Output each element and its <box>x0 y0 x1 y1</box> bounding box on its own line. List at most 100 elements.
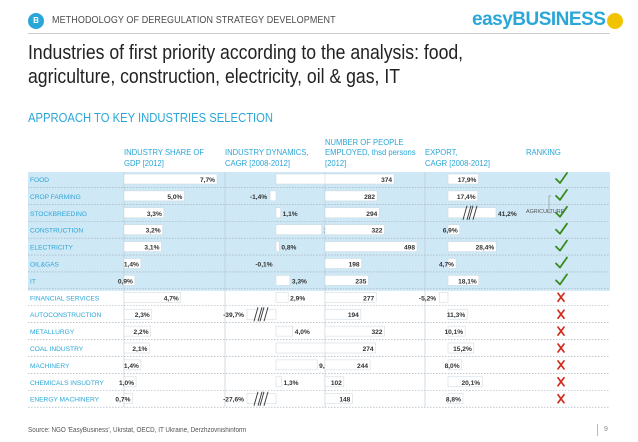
page-number: 9 <box>604 426 608 433</box>
column-header-line: INDUSTRY SHARE OF <box>124 147 205 157</box>
dynamics-bar <box>275 275 291 286</box>
employment-label: 198 <box>349 262 360 269</box>
export-label: 18,1% <box>458 278 477 285</box>
row-label: IT <box>30 278 36 285</box>
export-label: 17,4% <box>457 194 476 201</box>
employment-label: 322 <box>371 228 382 235</box>
dynamics-label: 4,0% <box>295 329 310 336</box>
page-title-line-1: Industries of first priority according t… <box>28 41 464 64</box>
axis-break-mark <box>263 307 269 322</box>
logo: easyBUSINESS <box>472 9 624 31</box>
dynamics-bar <box>246 393 277 404</box>
column-header-4: EXPORT, CAGR [2008-2012] <box>425 147 490 168</box>
dynamics-label: -1,4% <box>250 194 267 201</box>
employment-bar <box>324 275 369 286</box>
cross-icon <box>557 343 565 353</box>
employment-bar <box>324 190 378 202</box>
axis-break-mark <box>253 391 259 406</box>
dynamics-label: 0,8% <box>281 245 296 252</box>
export-bar <box>447 376 483 388</box>
export-label: 10,1% <box>444 329 463 336</box>
export-label: -5,2% <box>419 295 436 302</box>
gdp-share-bar <box>123 325 151 337</box>
employment-label: 294 <box>366 211 377 218</box>
employment-label: 148 <box>339 397 350 404</box>
section-badge: B <box>28 13 44 29</box>
column-header-2: INDUSTRY DYNAMICS, CAGR [2008-2012] <box>225 147 308 168</box>
export-label: 15,2% <box>453 346 472 353</box>
employment-bar <box>324 173 395 185</box>
gdp-share-bar <box>123 190 185 202</box>
employment-label: 322 <box>371 329 382 336</box>
logo-business: BUSINESS <box>512 9 606 30</box>
employment-label: 274 <box>363 346 374 353</box>
gdp-share-label: 2,3% <box>135 312 150 319</box>
gdp-share-bar <box>123 275 136 286</box>
employment-label: 277 <box>363 295 374 302</box>
dynamics-bar <box>275 376 282 388</box>
check-icon <box>555 205 568 218</box>
export-bar <box>447 393 464 404</box>
export-label: 28,4% <box>476 245 495 252</box>
employment-bar <box>324 325 385 337</box>
column-header-3: NUMBER OF PEOPLE EMPLOYED, thsd persons [2… <box>325 137 416 169</box>
axis-break-mark <box>472 205 478 220</box>
dynamics-bar <box>269 190 277 202</box>
employment-label: 498 <box>404 245 415 252</box>
gdp-share-label: 1,0% <box>119 380 134 387</box>
dynamics-label: -0,1% <box>255 262 272 269</box>
row-label: ENERGY MACHINERY <box>30 397 100 404</box>
dynamics-bar <box>275 325 294 337</box>
gdp-share-bar <box>123 342 150 354</box>
axis-break-mark <box>257 391 263 406</box>
export-label: 6,9% <box>443 228 458 235</box>
export-label: 11,3% <box>447 312 465 319</box>
dynamics-bar <box>275 258 277 269</box>
employment-label: 374 <box>381 177 392 184</box>
gdp-share-bar <box>123 224 163 235</box>
axis-break-mark <box>466 205 472 220</box>
dynamics-bar <box>246 308 277 320</box>
gdp-share-bar <box>123 393 133 404</box>
row-label: STOCKBREEDING <box>30 211 87 218</box>
axis-break-mark <box>259 307 265 322</box>
axis-break-mark <box>253 307 259 322</box>
row-label: ELECTRICITY <box>30 245 73 252</box>
gdp-share-label: 1,4% <box>124 363 139 370</box>
dynamics-label: 2,9% <box>290 295 305 302</box>
employment-label: 194 <box>348 312 359 319</box>
check-icon <box>555 239 568 252</box>
employment-bar <box>324 359 371 371</box>
export-bar <box>447 308 468 320</box>
column-header-1: INDUSTRY SHARE OF GDP [2012] <box>124 147 204 168</box>
export-bar <box>438 292 449 303</box>
export-bar <box>447 325 466 337</box>
gdp-share-label: 3,3% <box>147 211 162 218</box>
row-label: COAL INDUSTRY <box>30 346 84 353</box>
row-label: FOOD <box>30 177 49 184</box>
column-header-line: NUMBER OF PEOPLE <box>325 136 404 147</box>
axis-break-mark <box>257 307 263 322</box>
dynamics-bar <box>275 207 281 219</box>
gdp-share-bar <box>123 207 165 219</box>
gdp-share-label: 2,1% <box>132 346 147 353</box>
employment-bar <box>324 241 418 252</box>
gdp-share-label: 3,1% <box>144 245 159 252</box>
logo-easy: easy <box>472 9 513 30</box>
row-label: MACHINERY <box>30 363 70 370</box>
cross-icon <box>557 326 565 336</box>
dynamics-bar <box>275 241 280 252</box>
row-label: OIL&GAS <box>30 262 60 269</box>
axis-break-mark <box>468 205 474 220</box>
gdp-share-label: 0,9% <box>118 278 133 285</box>
employment-label: 102 <box>331 380 342 387</box>
dynamics-bar <box>275 342 329 354</box>
row-label: CONSTRUCTION <box>30 228 83 235</box>
export-bar <box>447 258 457 269</box>
page-title-line-2: agriculture, construction, electricity, … <box>28 65 401 88</box>
export-label: 8,0% <box>445 363 460 370</box>
dynamics-label: 3,3% <box>292 278 307 285</box>
gdp-share-bar <box>123 292 182 303</box>
axis-break-mark <box>462 205 468 220</box>
page-number-divider <box>597 424 598 436</box>
